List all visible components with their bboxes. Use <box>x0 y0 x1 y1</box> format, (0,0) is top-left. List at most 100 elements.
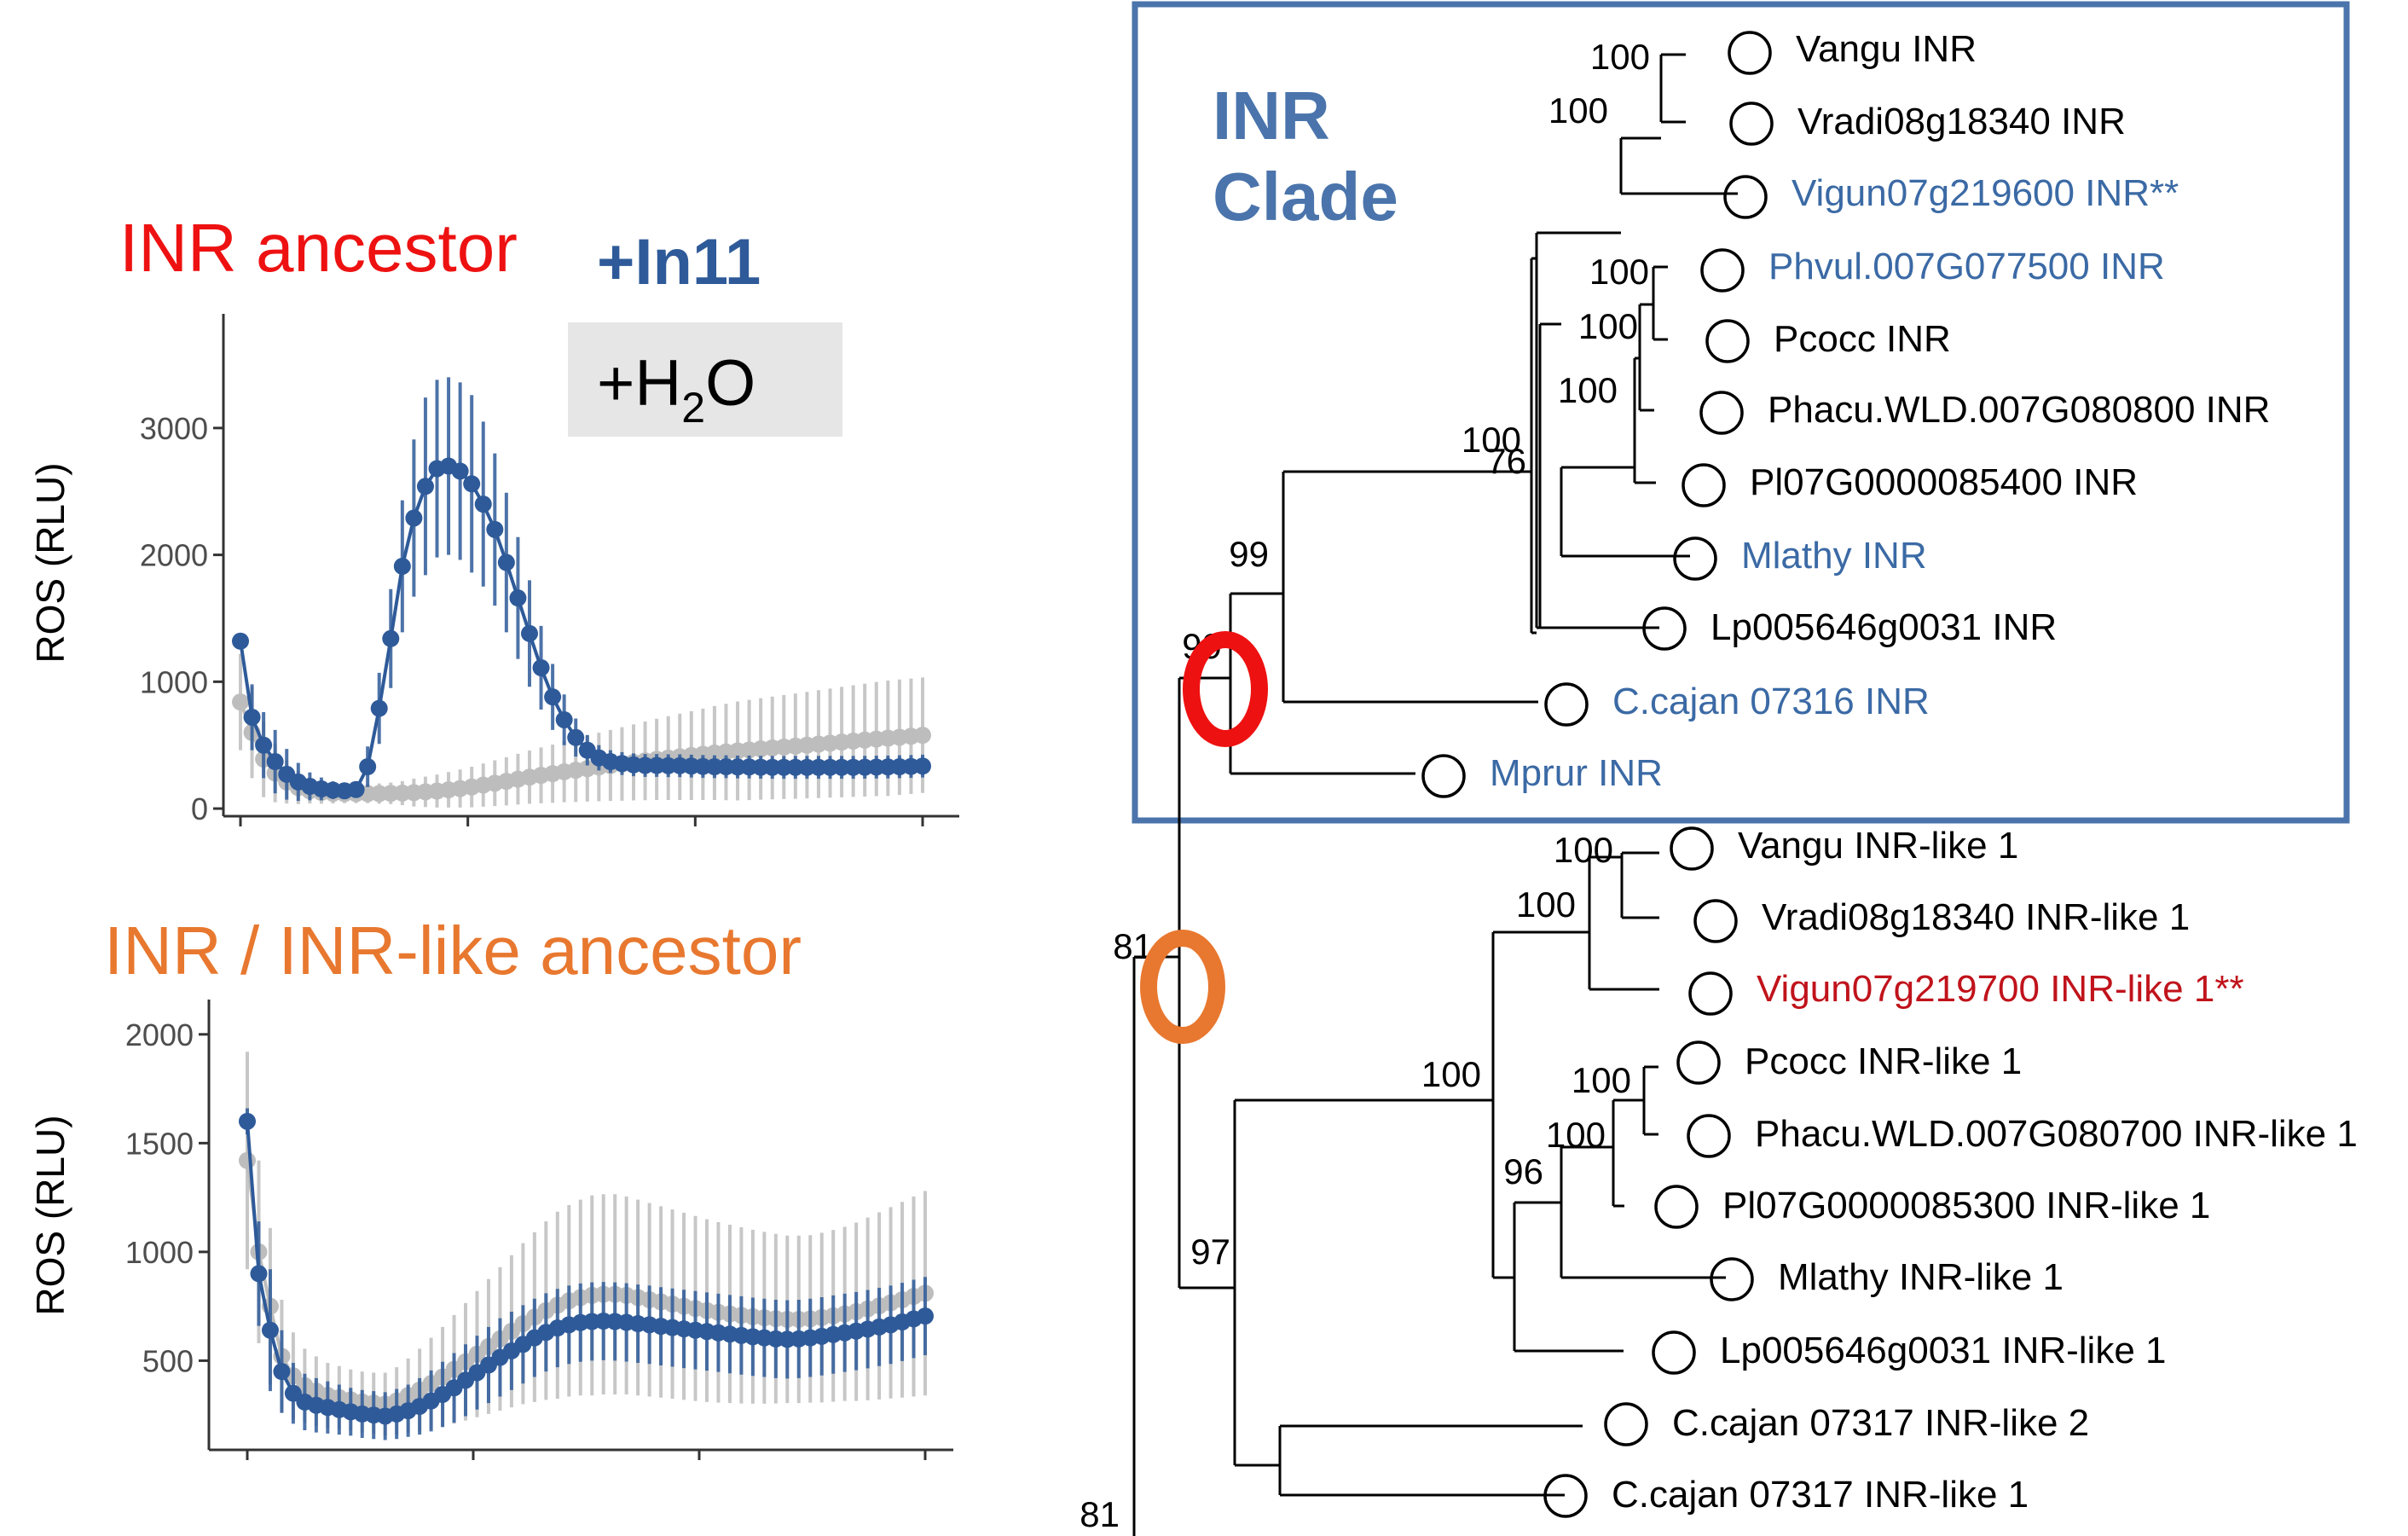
y-tick-label: 1500 <box>125 1126 194 1161</box>
data-point <box>914 727 931 745</box>
leaf-marker <box>1710 1257 1754 1301</box>
leaf-label: Mlathy INR-like 1 <box>1778 1256 2064 1298</box>
leaf-label: Vigun07g219700 INR-like 1** <box>1757 968 2244 1010</box>
data-point <box>232 632 249 650</box>
leaf-marker <box>1687 1114 1731 1158</box>
leaf-label: Pl07G0000085300 INR-like 1 <box>1722 1185 2210 1226</box>
y-tick-label: 2000 <box>125 1017 194 1052</box>
leaf-marker <box>1728 31 1772 75</box>
chart-top: INR ancestor +In11 +H2O ROS (RLU) 0 1000 2… <box>28 210 959 826</box>
data-point <box>520 624 538 642</box>
data-point <box>486 520 504 538</box>
leaf-marker <box>1652 1330 1696 1375</box>
series-line <box>246 1121 926 1418</box>
data-point <box>382 629 400 647</box>
legend-h2o-prefix: +H <box>597 347 681 420</box>
leaf-label: Mprur INR <box>1490 752 1663 794</box>
bootstrap-value: 100 <box>1554 830 1613 870</box>
tree-leaves: Vangu INR Vradi08g18340 INR Vigun07g219600… <box>1421 28 2358 1518</box>
leaf-label: Pl07G0000085400 INR <box>1750 461 2138 503</box>
leaf-marker <box>1544 682 1589 727</box>
y-tick-label: 1000 <box>140 664 208 699</box>
leaf-marker <box>1604 1402 1648 1446</box>
leaf-label: Vigun07g219600 INR** <box>1792 172 2179 214</box>
legend-h2o-sub: 2 <box>681 384 705 432</box>
leaf-marker <box>1700 248 1745 293</box>
data-point <box>474 496 492 513</box>
inr-like-ancestor-marker <box>1140 930 1225 1044</box>
bootstrap-value: 100 <box>1516 884 1576 924</box>
leaf-marker <box>1723 175 1768 219</box>
leaf-label: Lp005646g0031 INR <box>1710 606 2057 648</box>
chart-bottom-series <box>239 1052 934 1440</box>
inr-clade-box <box>1132 1 2350 824</box>
inr-ancestor-marker <box>1183 631 1268 747</box>
y-tick-label: 3000 <box>140 411 208 446</box>
leaf-label: Phvul.007G077500 INR <box>1768 246 2165 287</box>
phylogenetic-tree: INR Clade Vangu INR Vradi08g18340 INR Vigu… <box>1080 1 2358 1536</box>
leaf-marker <box>1421 754 1466 798</box>
leaf-label: C.cajan 07317 INR-like 2 <box>1672 1402 2089 1444</box>
data-point <box>243 708 261 726</box>
chart-bottom-x-ticks <box>246 1450 927 1460</box>
legend-in11-label: +In11 <box>597 226 761 299</box>
data-point <box>255 736 273 754</box>
data-point <box>567 728 585 746</box>
series-line <box>246 1160 926 1406</box>
leaf-marker <box>1729 101 1774 146</box>
bootstrap-value: 97 <box>1190 1232 1230 1272</box>
bootstrap-value: 99 <box>1229 534 1269 574</box>
chart-bottom-y-ticks: 500 1000 1500 2000 <box>125 1017 209 1378</box>
leaf-label: C.cajan 07316 INR <box>1612 681 1930 722</box>
bootstrap-value: 100 <box>1558 370 1618 410</box>
bootstrap-value: 100 <box>1462 420 1521 460</box>
bootstrap-value: 100 <box>1421 1054 1481 1094</box>
chart-top-title: INR ancestor <box>119 210 518 286</box>
leaf-label: Lp005646g0031 INR-like 1 <box>1720 1330 2167 1371</box>
data-point <box>544 688 562 706</box>
data-point <box>261 1321 279 1339</box>
bootstrap-value: 100 <box>1548 90 1608 130</box>
series-in11 <box>239 1108 934 1440</box>
data-point <box>266 753 284 771</box>
data-point <box>532 658 550 676</box>
data-point <box>239 1112 256 1130</box>
data-point <box>393 557 411 575</box>
data-point <box>239 1151 256 1169</box>
leaf-label: Pcocc INR-like 1 <box>1745 1040 2022 1082</box>
data-point <box>347 780 365 798</box>
leaf-marker <box>1693 899 1738 943</box>
y-tick-label: 500 <box>142 1343 194 1378</box>
chart-bottom: INR / INR-like ancestor ROS (RLU) 500 100… <box>28 913 953 1460</box>
leaf-marker <box>1699 391 1744 435</box>
bootstrap-value: 100 <box>1578 306 1638 346</box>
leaf-marker <box>1670 826 1714 871</box>
data-point <box>917 1307 934 1325</box>
leaf-label: Mlathy INR <box>1741 535 1927 577</box>
bootstrap-value: 100 <box>1589 252 1649 292</box>
data-point <box>509 589 527 607</box>
leaf-label: Vangu INR <box>1796 28 1977 70</box>
leaf-label: Vangu INR-like 1 <box>1738 825 2018 867</box>
chart-top-series <box>232 377 931 808</box>
bootstrap-value: 100 <box>1590 37 1650 77</box>
y-tick-label: 0 <box>191 791 208 826</box>
legend-h2o-label: +H2O <box>597 347 755 432</box>
bootstrap-value-root: 81 <box>1080 1494 1120 1534</box>
leaf-marker <box>1705 319 1750 363</box>
data-point <box>370 699 388 717</box>
leaf-marker <box>1676 1040 1721 1085</box>
bootstrap-value: 100 <box>1572 1060 1631 1100</box>
leaf-marker <box>1682 463 1726 507</box>
data-point <box>914 757 931 775</box>
data-point <box>416 478 434 496</box>
leaf-label: Pcocc INR <box>1774 318 1951 360</box>
leaf-label: Phacu.WLD.007G080700 INR-like 1 <box>1755 1113 2358 1155</box>
legend-h2o-box <box>568 322 842 437</box>
series-h2o <box>239 1052 934 1436</box>
data-point <box>451 462 469 480</box>
tree-branches <box>1132 53 1738 1536</box>
inr-clade-label-line-1: INR <box>1213 78 1330 154</box>
